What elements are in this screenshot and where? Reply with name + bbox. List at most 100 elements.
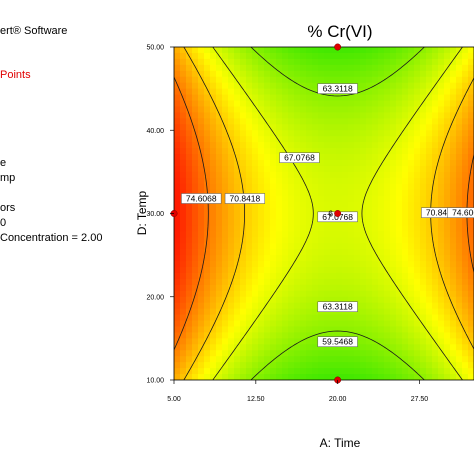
heat-cell (288, 88, 295, 96)
heat-cell (186, 142, 193, 149)
heat-cell (336, 278, 343, 286)
heat-cell (198, 171, 205, 179)
heat-cell (354, 47, 361, 54)
heat-cell (372, 278, 379, 286)
heat-cell (228, 70, 235, 78)
heat-cell (324, 47, 331, 54)
heat-cell (270, 368, 277, 375)
heat-cell (252, 189, 259, 197)
heat-cell (258, 88, 265, 96)
heat-cell (204, 314, 211, 322)
heat-cell (360, 136, 367, 143)
heat-cell (336, 177, 343, 185)
heat-cell (330, 106, 337, 114)
heat-cell (288, 148, 295, 155)
heat-cell (294, 124, 301, 131)
heat-cell (384, 237, 391, 244)
heat-cell (366, 189, 373, 197)
heat-cell (288, 374, 295, 380)
heat-cell (186, 82, 193, 90)
heat-cell (258, 154, 265, 161)
heat-cell (408, 82, 415, 90)
heat-cell (360, 290, 367, 298)
heat-cell (270, 320, 277, 328)
heat-cell (318, 106, 325, 114)
heat-cell (450, 261, 457, 268)
heat-cell (180, 243, 187, 250)
heat-cell (198, 124, 205, 131)
heat-cell (180, 76, 187, 84)
heat-cell (468, 308, 474, 316)
heat-cell (276, 118, 283, 125)
heat-cell (258, 64, 265, 72)
heat-cell (324, 314, 331, 322)
heat-cell (348, 76, 355, 84)
heat-cell (432, 225, 439, 232)
heat-cell (372, 326, 379, 334)
heat-cell (186, 302, 193, 310)
heat-cell (222, 356, 229, 363)
heat-cell (390, 88, 397, 96)
heat-cell (462, 154, 469, 161)
heat-cell (300, 64, 307, 72)
heat-cell (432, 64, 439, 72)
heat-cell (384, 154, 391, 161)
heat-cell (252, 70, 259, 78)
heat-cell (264, 249, 271, 256)
heat-cell (246, 171, 253, 179)
heat-cell (192, 124, 199, 131)
heat-cell (330, 368, 337, 375)
heat-cell (198, 47, 205, 54)
heat-cell (456, 278, 463, 286)
heat-cell (366, 165, 373, 173)
heat-cell (228, 118, 235, 125)
heat-cell (210, 142, 217, 149)
heat-cell (306, 278, 313, 286)
heat-cell (348, 207, 355, 215)
heat-cell (444, 267, 451, 274)
heat-cell (354, 332, 361, 339)
heat-cell (348, 142, 355, 149)
heat-cell (228, 320, 235, 328)
heat-cell (354, 326, 361, 334)
heat-cell (468, 142, 474, 149)
heat-cell (198, 255, 205, 262)
heat-cell (282, 47, 289, 54)
heat-cell (336, 183, 343, 191)
heat-cell (222, 47, 229, 54)
heat-cell (396, 70, 403, 78)
heat-cell (300, 308, 307, 316)
heat-cell (426, 290, 433, 298)
heat-cell (210, 362, 217, 369)
heat-cell (252, 177, 259, 185)
heat-cell (306, 290, 313, 298)
heat-cell (258, 94, 265, 102)
heat-cell (270, 112, 277, 119)
heat-cell (414, 177, 421, 185)
heat-cell (270, 362, 277, 369)
heat-cell (312, 142, 319, 149)
heat-cell (390, 106, 397, 114)
heat-cell (288, 106, 295, 114)
heat-cell (336, 112, 343, 119)
heat-cell (180, 362, 187, 369)
heat-cell (264, 278, 271, 286)
heat-cell (306, 243, 313, 250)
heat-cell (420, 225, 427, 232)
heat-cell (276, 195, 283, 203)
heat-cell (264, 368, 271, 375)
heat-cell (396, 177, 403, 185)
heat-cell (450, 278, 457, 286)
heat-cell (396, 112, 403, 119)
heat-cell (312, 308, 319, 316)
heat-cell (312, 284, 319, 292)
heat-cell (252, 314, 259, 322)
heat-cell (312, 326, 319, 334)
heat-cell (264, 70, 271, 78)
heat-cell (324, 64, 331, 72)
heat-cell (306, 142, 313, 149)
heat-cell (330, 165, 337, 173)
heat-cell (456, 106, 463, 114)
heat-cell (378, 213, 385, 221)
heat-cell (402, 314, 409, 322)
